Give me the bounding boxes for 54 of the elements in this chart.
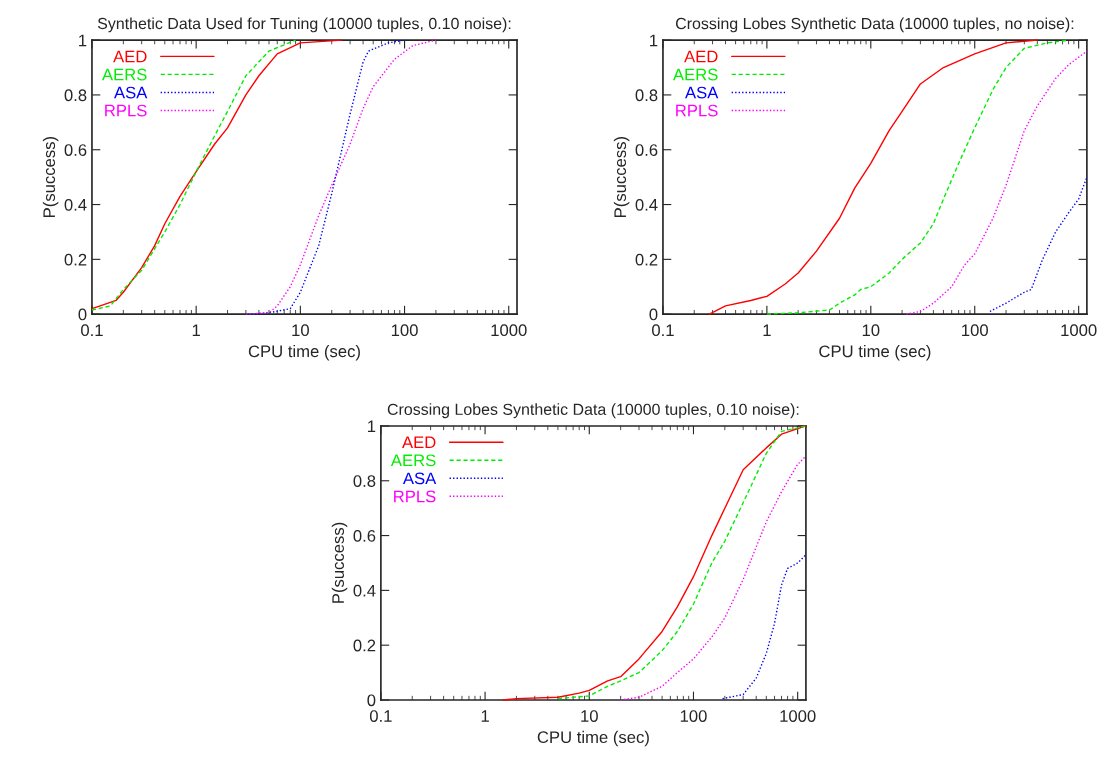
- x-tick-label: 10: [862, 324, 880, 337]
- x-tick-label: 1: [192, 324, 200, 336]
- y-tick-label: 0.8: [64, 89, 87, 102]
- x-axis-title: CPU time (sec): [819, 344, 931, 361]
- y-tick-label: 0.2: [353, 639, 376, 652]
- y-tick-label: 1: [368, 420, 376, 432]
- x-tick-label: 0.1: [81, 324, 103, 337]
- y-tick-label: 0.2: [635, 253, 658, 266]
- y-tick-label: 0.4: [635, 198, 658, 211]
- x-tick-label: 1000: [491, 324, 527, 337]
- legend-label: RPLS: [394, 490, 436, 503]
- legend-label: ASA: [685, 86, 719, 99]
- y-tick-label: 0: [649, 308, 658, 321]
- y-tick-label: 0: [367, 694, 376, 707]
- y-tick-label: 0.4: [353, 584, 376, 597]
- x-tick-label: 1: [481, 710, 489, 722]
- y-axis-title: P(success): [331, 522, 348, 603]
- y-tick-label: 1: [79, 34, 87, 47]
- x-tick-label: 1: [763, 324, 771, 336]
- y-tick-label: 0.6: [64, 144, 87, 156]
- x-tick-label: 10: [292, 324, 309, 337]
- x-tick-label: 100: [391, 324, 418, 337]
- legend-label: AERS: [390, 454, 436, 467]
- y-tick-label: 0.6: [353, 529, 376, 542]
- legend-label: ASA: [114, 86, 148, 99]
- x-tick-label: 1000: [780, 710, 816, 722]
- x-tick-label: 100: [680, 710, 707, 722]
- x-axis-title: CPU time (sec): [537, 730, 649, 747]
- x-tick-label: 0.1: [652, 324, 674, 337]
- legend-label: RPLS: [676, 104, 718, 117]
- chart-title: Synthetic Data Used for Tuning (10000 tuples, 0.10 noise):: [97, 17, 511, 33]
- y-axis-title: P(success): [42, 136, 59, 217]
- y-tick-label: 1: [650, 34, 658, 47]
- y-tick-label: 0: [78, 308, 87, 321]
- x-axis-title: CPU time (sec): [248, 344, 360, 361]
- legend-label: AED: [402, 436, 436, 449]
- legend-label: AED: [684, 50, 718, 63]
- x-tick-label: 0.1: [369, 710, 392, 722]
- legend-label: AERS: [102, 68, 147, 81]
- chart-title: Crossing Lobes Synthetic Data (10000 tuples, no noise):: [675, 17, 1074, 33]
- y-tick-label: 0.8: [635, 89, 658, 102]
- chart-title: Crossing Lobes Synthetic Data (10000 tuples, 0.10 noise):: [387, 403, 799, 419]
- x-tick-label: 10: [581, 710, 598, 722]
- y-tick-label: 0.4: [64, 198, 87, 211]
- legend-label: AED: [113, 50, 147, 63]
- y-axis-title: P(success): [613, 136, 630, 217]
- y-tick-label: 0.8: [353, 475, 376, 487]
- legend-label: RPLS: [105, 104, 147, 117]
- legend-label: AERS: [672, 68, 718, 81]
- y-tick-label: 0.2: [64, 253, 87, 266]
- x-tick-label: 1000: [1061, 324, 1097, 337]
- legend-label: ASA: [402, 472, 437, 485]
- x-tick-label: 100: [962, 324, 988, 337]
- y-tick-label: 0.6: [635, 144, 658, 156]
